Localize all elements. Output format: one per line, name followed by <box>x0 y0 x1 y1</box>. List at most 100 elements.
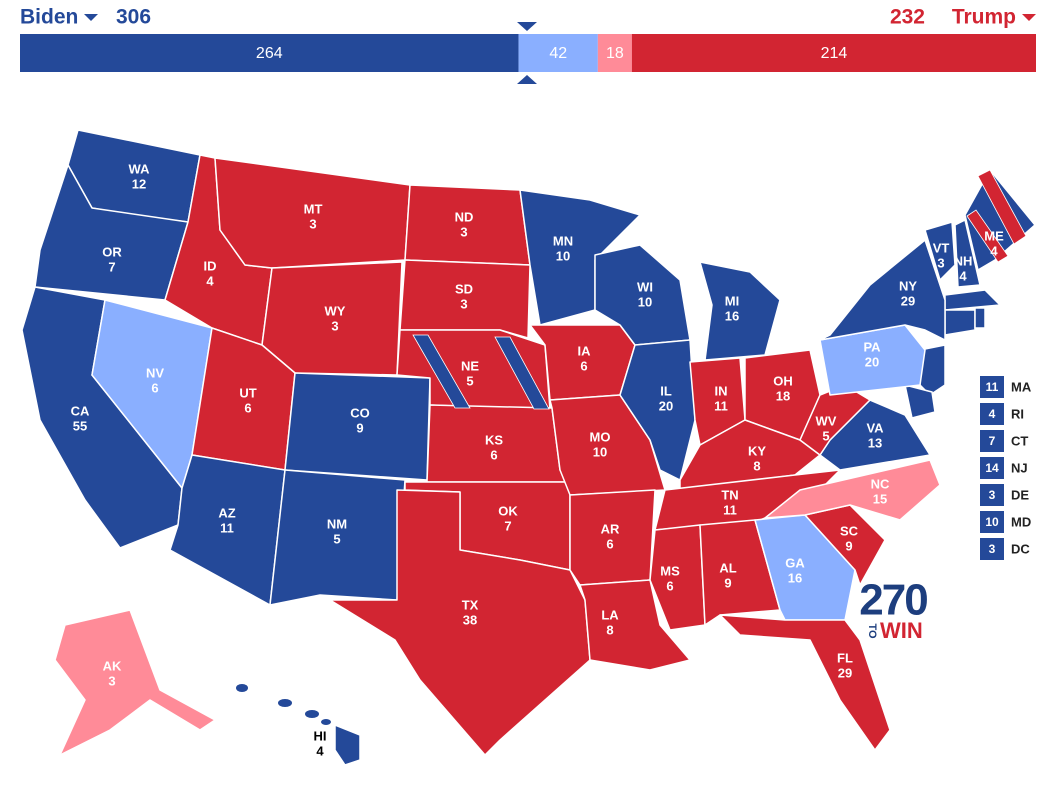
state-votes: 13 <box>868 435 882 450</box>
state-votes: 8 <box>606 622 613 637</box>
state-votes: 5 <box>822 428 829 443</box>
state-labels: WA12OR7CA55NV6ID4MT3WY3UT6AZ11CO9NM5ND3S… <box>71 161 1004 758</box>
candidate-name[interactable]: Biden <box>20 6 78 29</box>
state-abbr: MT <box>304 201 323 216</box>
state-votes: 10 <box>638 294 652 309</box>
state-abbr: NV <box>146 365 164 380</box>
small-state-votes: 11 <box>986 380 999 394</box>
state[interactable] <box>334 724 361 766</box>
small-state-abbr: MA <box>1011 379 1032 394</box>
state-votes: 18 <box>776 388 790 403</box>
state[interactable] <box>764 459 941 521</box>
state-abbr: WI <box>637 279 653 294</box>
small-state-votes: 14 <box>985 461 999 475</box>
small-state-abbr: MD <box>1011 514 1031 529</box>
state-abbr: SD <box>455 281 473 296</box>
state[interactable] <box>699 261 781 361</box>
state-votes: 16 <box>788 570 802 585</box>
state-votes: 7 <box>504 518 511 533</box>
state[interactable] <box>261 261 403 376</box>
state-votes: 9 <box>724 575 731 590</box>
bar-segment <box>631 34 1036 72</box>
bar-label: 18 <box>606 45 624 62</box>
state[interactable] <box>819 239 946 341</box>
bar-segment <box>518 34 598 72</box>
small-state-abbr: DE <box>1011 487 1029 502</box>
state-abbr: NH <box>954 253 973 268</box>
state-abbr: NE <box>461 358 479 373</box>
bar-label: 42 <box>549 45 567 62</box>
state-votes: 3 <box>108 673 115 688</box>
state-abbr: ID <box>204 258 217 273</box>
small-state-abbr: CT <box>1011 433 1028 448</box>
state-abbr: WA <box>129 161 151 176</box>
small-state-box[interactable] <box>980 457 1004 479</box>
state-votes: 10 <box>556 248 570 263</box>
state[interactable] <box>974 307 986 329</box>
small-state-votes: 3 <box>989 542 996 556</box>
state-abbr: MN <box>553 233 573 248</box>
state-votes: 6 <box>490 447 497 462</box>
state-abbr: KY <box>748 443 766 458</box>
small-state-abbr: NJ <box>1011 460 1028 475</box>
state-votes: 20 <box>865 354 879 369</box>
small-state-legend: 11 MA 4 RI 7 CT 14 NJ 3 DE 10 MD 3 DC <box>980 376 1032 560</box>
small-state-box[interactable] <box>980 430 1004 452</box>
state-votes: 9 <box>845 538 852 553</box>
state-abbr: TX <box>462 597 479 612</box>
state-abbr: HI <box>314 728 327 743</box>
state-votes: 3 <box>460 224 467 239</box>
state[interactable] <box>699 519 781 626</box>
state[interactable] <box>54 609 216 756</box>
island <box>305 710 319 718</box>
state-votes: 3 <box>331 318 338 333</box>
state-votes: 29 <box>838 665 852 680</box>
district-stripe <box>494 336 550 410</box>
state-abbr: IN <box>715 383 728 398</box>
state-votes: 11 <box>220 520 234 535</box>
state-abbr: OK <box>498 503 518 518</box>
state-votes: 6 <box>666 578 673 593</box>
state-votes: 12 <box>132 176 146 191</box>
state-abbr: OR <box>102 244 122 259</box>
state[interactable] <box>719 614 891 751</box>
state[interactable] <box>944 309 976 336</box>
small-state-box[interactable] <box>980 538 1004 560</box>
state-votes: 8 <box>753 458 760 473</box>
state[interactable] <box>944 289 1002 311</box>
state-abbr: KS <box>485 432 503 447</box>
state[interactable] <box>924 221 956 281</box>
state-abbr: MO <box>590 429 611 444</box>
dropdown-arrow[interactable] <box>84 14 98 21</box>
state-votes: 4 <box>316 743 324 758</box>
state-abbr: CA <box>71 403 90 418</box>
state[interactable] <box>269 469 406 606</box>
state-votes: 3 <box>937 255 944 270</box>
state-votes: 6 <box>244 400 251 415</box>
state[interactable] <box>579 579 691 671</box>
state[interactable] <box>904 383 936 419</box>
candidate-total: 232 <box>890 6 925 29</box>
dropdown-arrow[interactable] <box>1022 14 1036 21</box>
state-votes: 16 <box>725 308 739 323</box>
state-abbr: ME <box>984 228 1004 243</box>
bar-segment <box>597 34 632 72</box>
small-state-votes: 7 <box>989 434 996 448</box>
state-abbr: TN <box>721 487 738 502</box>
small-state-box[interactable] <box>980 484 1004 506</box>
state[interactable] <box>329 489 591 756</box>
state[interactable] <box>649 524 706 631</box>
small-state-box[interactable] <box>980 376 1004 398</box>
state[interactable] <box>954 219 981 288</box>
state-abbr: AK <box>103 658 122 673</box>
state[interactable] <box>799 384 871 456</box>
state-votes: 55 <box>73 418 87 433</box>
state-abbr: AL <box>719 560 736 575</box>
small-state-box[interactable] <box>980 403 1004 425</box>
bar-segment <box>20 34 519 72</box>
state[interactable] <box>619 339 696 481</box>
candidate-name[interactable]: Trump <box>952 6 1016 29</box>
small-state-box[interactable] <box>980 511 1004 533</box>
